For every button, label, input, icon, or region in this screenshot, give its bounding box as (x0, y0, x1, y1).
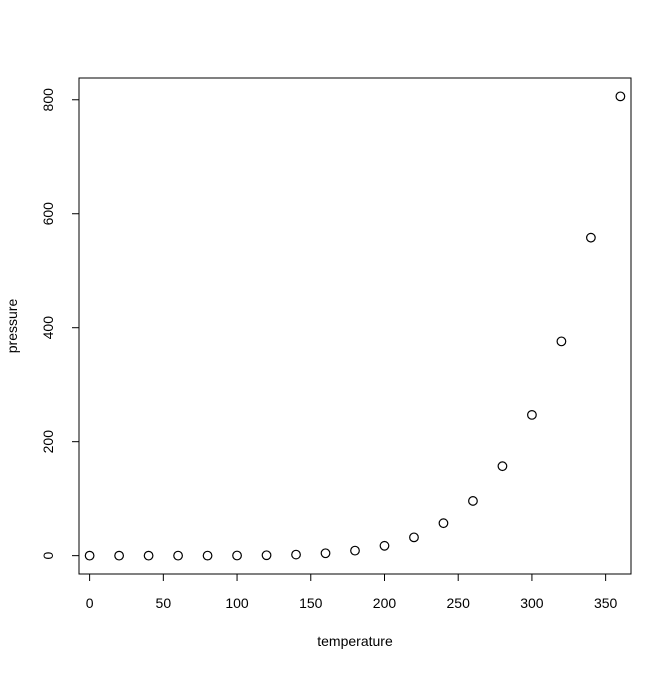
y-tick-label: 0 (40, 552, 56, 560)
y-tick-label: 200 (40, 430, 56, 454)
data-point (320, 548, 331, 559)
data-point (173, 550, 183, 561)
x-tick-label: 350 (594, 595, 618, 611)
data-point (556, 336, 567, 347)
x-tick-label: 250 (447, 595, 471, 611)
data-point (409, 532, 419, 543)
data-point (468, 496, 478, 506)
data-point (143, 550, 154, 561)
data-point (232, 550, 242, 561)
data-point (261, 550, 272, 561)
data-point (379, 540, 390, 551)
data-point (84, 550, 95, 561)
data-point (291, 549, 301, 560)
data-point (497, 461, 508, 472)
data-point (202, 550, 213, 561)
x-tick-label: 200 (373, 595, 397, 611)
y-tick-label: 400 (40, 316, 56, 340)
y-tick-label: 800 (40, 88, 56, 112)
data-point (615, 91, 626, 102)
y-axis: 0 200 400 600 800 (40, 88, 80, 560)
plot-frame (78, 77, 632, 575)
data-point (114, 550, 125, 561)
data-point (438, 518, 449, 529)
y-tick-label: 600 (40, 202, 56, 226)
x-tick-label: 100 (225, 595, 249, 611)
x-tick-label: 300 (520, 595, 544, 611)
y-axis-label: pressure (4, 299, 20, 354)
x-tick-label: 150 (299, 595, 323, 611)
x-tick-label: 0 (86, 595, 94, 611)
data-point (585, 232, 596, 243)
data-points (84, 91, 626, 561)
x-axis-label: temperature (317, 633, 393, 649)
x-axis: 0 50 100 150 200 250 300 350 (86, 573, 618, 611)
data-point (527, 409, 537, 420)
x-tick-label: 50 (156, 595, 172, 611)
data-point (350, 545, 360, 556)
